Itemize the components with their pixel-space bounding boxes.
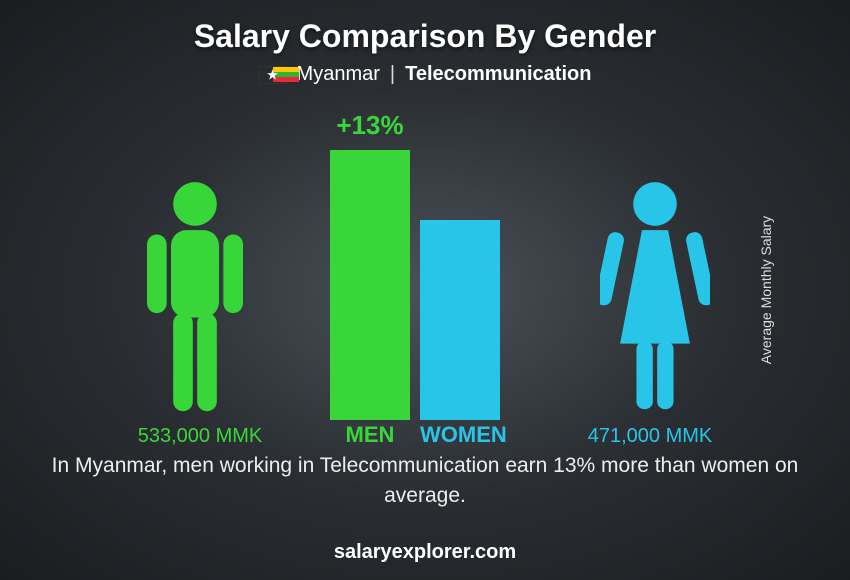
- caption-text: In Myanmar, men working in Telecommunica…: [50, 451, 800, 510]
- bar-label-men: MEN: [330, 422, 410, 448]
- y-axis-label: Average Monthly Salary: [758, 216, 774, 364]
- female-figure-icon: [600, 180, 710, 420]
- subtitle-row: ★ Myanmar | Telecommunication: [0, 55, 850, 86]
- footer-source: salaryexplorer.com: [0, 541, 850, 564]
- divider: |: [390, 63, 395, 86]
- difference-label: +13%: [330, 110, 410, 141]
- bar-male: [330, 150, 410, 420]
- chart-area: +13% MEN WOMEN 533,000 MMK 471,000 MMK: [0, 120, 850, 450]
- bar-label-women: WOMEN: [420, 422, 515, 448]
- page-title: Salary Comparison By Gender: [0, 0, 850, 55]
- flag-icon: ★: [259, 66, 287, 84]
- bar-female: [420, 220, 500, 420]
- salary-female: 471,000 MMK: [550, 425, 750, 448]
- infographic-container: Salary Comparison By Gender ★ Myanmar | …: [0, 0, 850, 580]
- sector-label: Telecommunication: [405, 63, 591, 86]
- male-figure-icon: [140, 180, 250, 420]
- country-label: Myanmar: [297, 63, 380, 86]
- salary-male: 533,000 MMK: [100, 425, 300, 448]
